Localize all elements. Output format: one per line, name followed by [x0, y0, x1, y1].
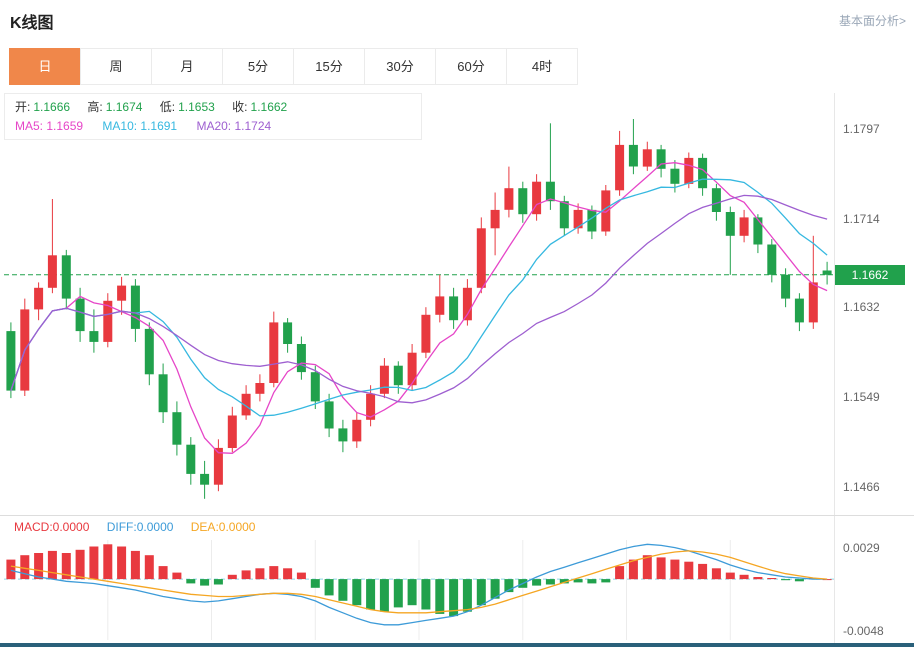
- dea-value: DEA:0.0000: [190, 520, 256, 534]
- timeframe-tab[interactable]: 5分: [222, 48, 294, 85]
- y-axis-label: 1.1466: [843, 479, 880, 494]
- page-title: K线图: [10, 15, 54, 32]
- y-axis-label: 1.1714: [843, 211, 880, 226]
- y-axis-label: 0.0029: [843, 540, 880, 555]
- ohlc-open-value: 1.1666: [33, 100, 71, 114]
- ohlc-legend: 开: 1.1666 高: 1.1674 低: 1.1653 收: 1.1662 MA5:…: [4, 93, 422, 140]
- timeframe-tab[interactable]: 4时: [506, 48, 578, 85]
- macd-legend: MACD:0.0000 DIFF:0.0000 DEA:0.0000: [14, 520, 269, 534]
- ohlc-close-label: 收:: [232, 100, 248, 114]
- ma5-legend: MA5: 1.1659: [15, 119, 84, 133]
- main-chart-area: 开: 1.1666 高: 1.1674 低: 1.1653 收: 1.1662 MA5:…: [0, 93, 914, 515]
- macd-area: MACD:0.0000 DIFF:0.0000 DEA:0.0000 0.002…: [0, 515, 914, 644]
- ohlc-low-value: 1.1653: [178, 100, 215, 114]
- y-axis-label: 1.1632: [843, 300, 880, 315]
- timeframe-tab[interactable]: 周: [80, 48, 152, 85]
- ohlc-low-label: 低:: [159, 100, 176, 114]
- macd-axis: 0.0029 -0.0048: [834, 516, 914, 644]
- timeframe-tab[interactable]: 日: [9, 48, 81, 85]
- ohlc-close-value: 1.1662: [250, 100, 288, 114]
- timeframe-tab[interactable]: 30分: [364, 48, 436, 85]
- ma-row: MA5: 1.1659 MA10: 1.1691 MA20: 1.1724: [15, 117, 411, 136]
- y-axis-label: 1.1549: [843, 390, 880, 405]
- y-axis-label: -0.0048: [843, 624, 884, 639]
- ma20-legend: MA20: 1.1724: [196, 119, 272, 133]
- candlestick-chart[interactable]: [4, 93, 834, 515]
- current-price-badge: 1.1662: [835, 264, 905, 285]
- ohlc-high-value: 1.1674: [105, 100, 143, 114]
- macd-chart[interactable]: [4, 540, 834, 640]
- timeframe-tabs: 日周月 5分 15分 30分 60分 4时: [9, 48, 914, 85]
- ohlc-row: 开: 1.1666 高: 1.1674 低: 1.1653 收: 1.1662: [15, 98, 411, 117]
- ohlc-open-label: 开:: [15, 100, 31, 114]
- y-axis-label: 1.1797: [843, 121, 880, 136]
- timeframe-tab[interactable]: 15分: [293, 48, 365, 85]
- ohlc-high-label: 高:: [87, 100, 103, 114]
- timeframe-tab[interactable]: 60分: [435, 48, 507, 85]
- bottom-border: [0, 643, 914, 647]
- ma10-legend: MA10: 1.1691: [102, 119, 178, 133]
- macd-value: MACD:0.0000: [14, 520, 90, 534]
- timeframe-tab[interactable]: 月: [151, 48, 223, 85]
- header: K线图 基本面分析>: [0, 0, 914, 40]
- diff-value: DIFF:0.0000: [106, 520, 174, 534]
- fundamental-analysis-link[interactable]: 基本面分析>: [838, 14, 906, 28]
- price-axis: 1.1662 1.1797 1.1714 1.1632 1.1549 1.1466: [834, 93, 914, 515]
